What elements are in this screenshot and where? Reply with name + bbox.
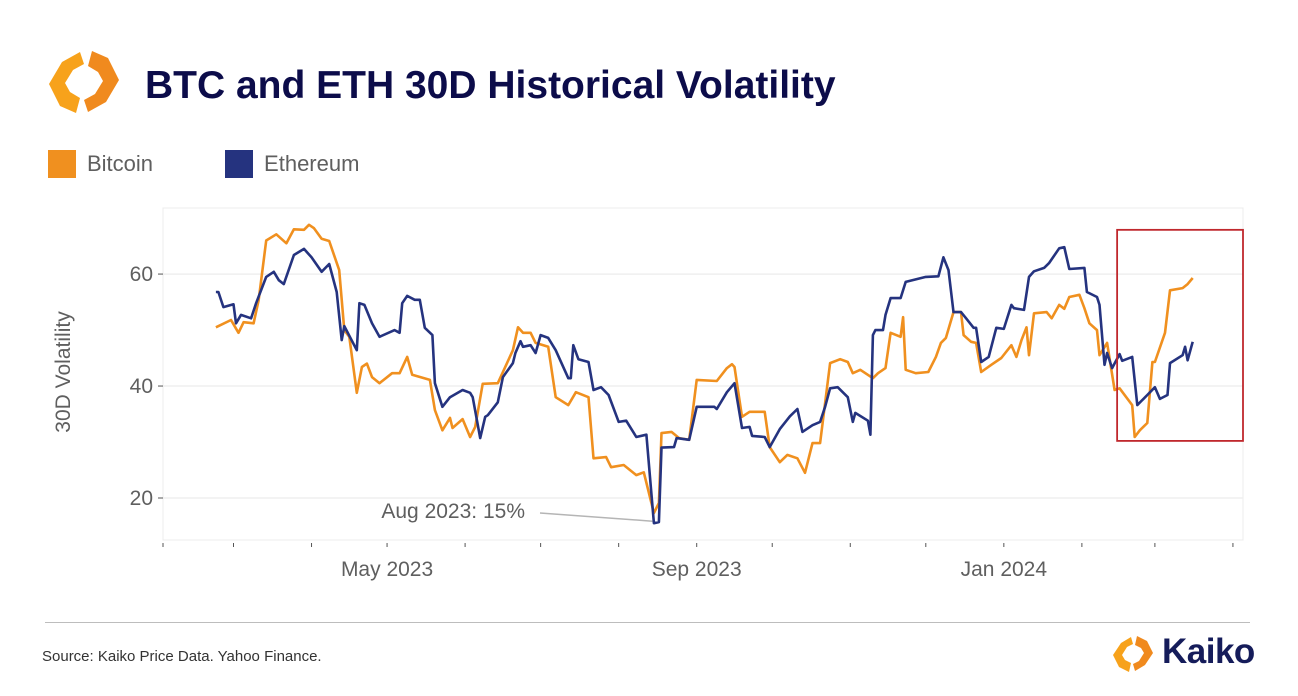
brand-wordmark: Kaiko xyxy=(1162,632,1255,671)
series-line-ethereum xyxy=(215,245,1194,525)
annotation: Aug 2023: 15% xyxy=(381,228,1244,523)
ethereum-swatch xyxy=(225,150,254,178)
bitcoin-swatch xyxy=(48,150,76,178)
x-tick-label: Sep 2023 xyxy=(652,558,742,581)
x-tick-label: May 2023 xyxy=(341,558,433,581)
series-line-bitcoin xyxy=(215,223,1194,515)
legend-item-bitcoin: Bitcoin xyxy=(48,150,153,178)
legend-label-ethereum: Ethereum xyxy=(264,151,360,176)
x-axis: May 2023 Sep 2023 Jan 2024 xyxy=(162,543,1234,581)
annotation-leader-line xyxy=(539,512,653,522)
series-lines xyxy=(215,223,1194,525)
gridlines xyxy=(163,273,1243,499)
y-axis-title: 30D Volatility xyxy=(52,311,75,433)
plot-area xyxy=(162,207,1244,541)
header-logo xyxy=(49,51,119,113)
legend-item-ethereum: Ethereum xyxy=(225,150,359,178)
logo-left-bracket-icon xyxy=(49,52,84,113)
y-tick-label: 20 xyxy=(130,487,153,510)
highlight-box xyxy=(1116,228,1244,442)
y-tick-label: 60 xyxy=(130,263,153,286)
x-tick-label: Jan 2024 xyxy=(961,558,1048,581)
logo-right-bracket-icon xyxy=(84,51,119,112)
kaiko-right-bracket-icon xyxy=(1133,636,1153,671)
legend: Bitcoin Ethereum xyxy=(48,150,431,178)
footer-logo xyxy=(1113,636,1153,672)
annotation-label: Aug 2023: 15% xyxy=(381,500,525,523)
legend-label-bitcoin: Bitcoin xyxy=(87,151,154,176)
y-axis: 20 40 60 xyxy=(130,263,163,510)
kaiko-left-bracket-icon xyxy=(1113,637,1133,672)
y-tick-label: 40 xyxy=(130,375,153,398)
footer-divider xyxy=(45,622,1250,623)
source-note: Source: Kaiko Price Data. Yahoo Finance. xyxy=(42,648,322,665)
page-title: BTC and ETH 30D Historical Volatility xyxy=(145,64,836,107)
